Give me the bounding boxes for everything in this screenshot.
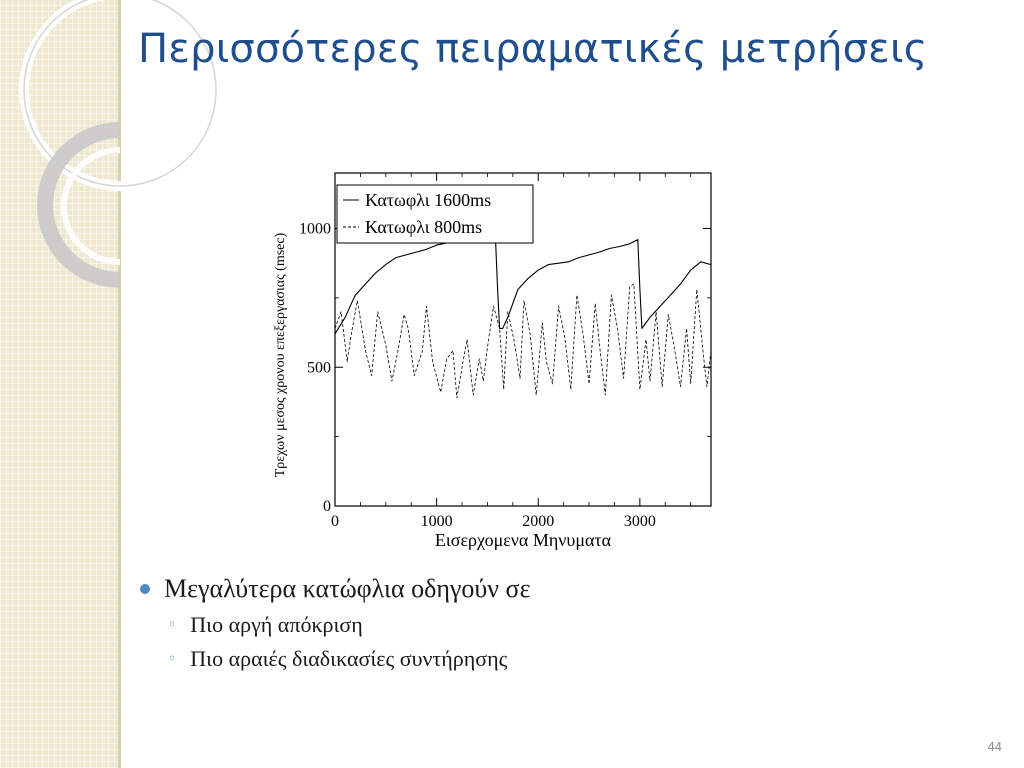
sub-bullet-item: ◦ Πιο αργή απόκριση	[168, 612, 531, 638]
x-tick-label: 0	[331, 513, 339, 530]
x-axis-label: Εισερχομενα Μηνυματα	[435, 530, 612, 550]
bullet-item: Μεγαλύτερα κατώφλια οδηγούν σε	[140, 574, 531, 604]
legend-label: Κατωφλι 1600ms	[365, 190, 491, 210]
legend-box	[336, 184, 534, 244]
x-tick-label: 1000	[421, 513, 453, 530]
bullet-list: Μεγαλύτερα κατώφλια οδηγούν σε ◦ Πιο αργ…	[140, 574, 531, 672]
x-tick-label: 2000	[522, 513, 554, 530]
bullet-text: Μεγαλύτερα κατώφλια οδηγούν σε	[164, 574, 531, 603]
bullet-dot-icon	[140, 584, 150, 594]
legend-label: Κατωφλι 800ms	[365, 217, 482, 237]
sub-bullet-ring-icon: ◦	[168, 617, 177, 633]
series-line-2	[334, 283, 712, 399]
y-axis-label: Τρεχων μεσος χρονου επεξεργασιας (msec)	[273, 232, 288, 477]
sub-bullet-ring-icon: ◦	[168, 651, 177, 667]
y-tick-label: 0	[323, 498, 331, 515]
decorative-circles	[19, 0, 221, 288]
line-chart: 0 1000 2000 3000 0 500 1000 Κατωφλι 1600ms Κατω…	[273, 172, 712, 550]
page-number: 44	[987, 739, 1002, 754]
page-title: Περισσότερες πειραματικές μετρήσεις	[138, 26, 928, 72]
sub-bullet-text: Πιο αραιές διαδικασίες συντήρησης	[190, 646, 508, 671]
sidebar-edge	[118, 0, 121, 768]
x-tick-label: 3000	[624, 513, 656, 530]
sub-bullet-text: Πιο αργή απόκριση	[190, 612, 363, 637]
y-tick-label: 1000	[299, 221, 331, 238]
sub-bullet-item: ◦ Πιο αραιές διαδικασίες συντήρησης	[168, 646, 531, 672]
y-tick-label: 500	[307, 359, 331, 376]
